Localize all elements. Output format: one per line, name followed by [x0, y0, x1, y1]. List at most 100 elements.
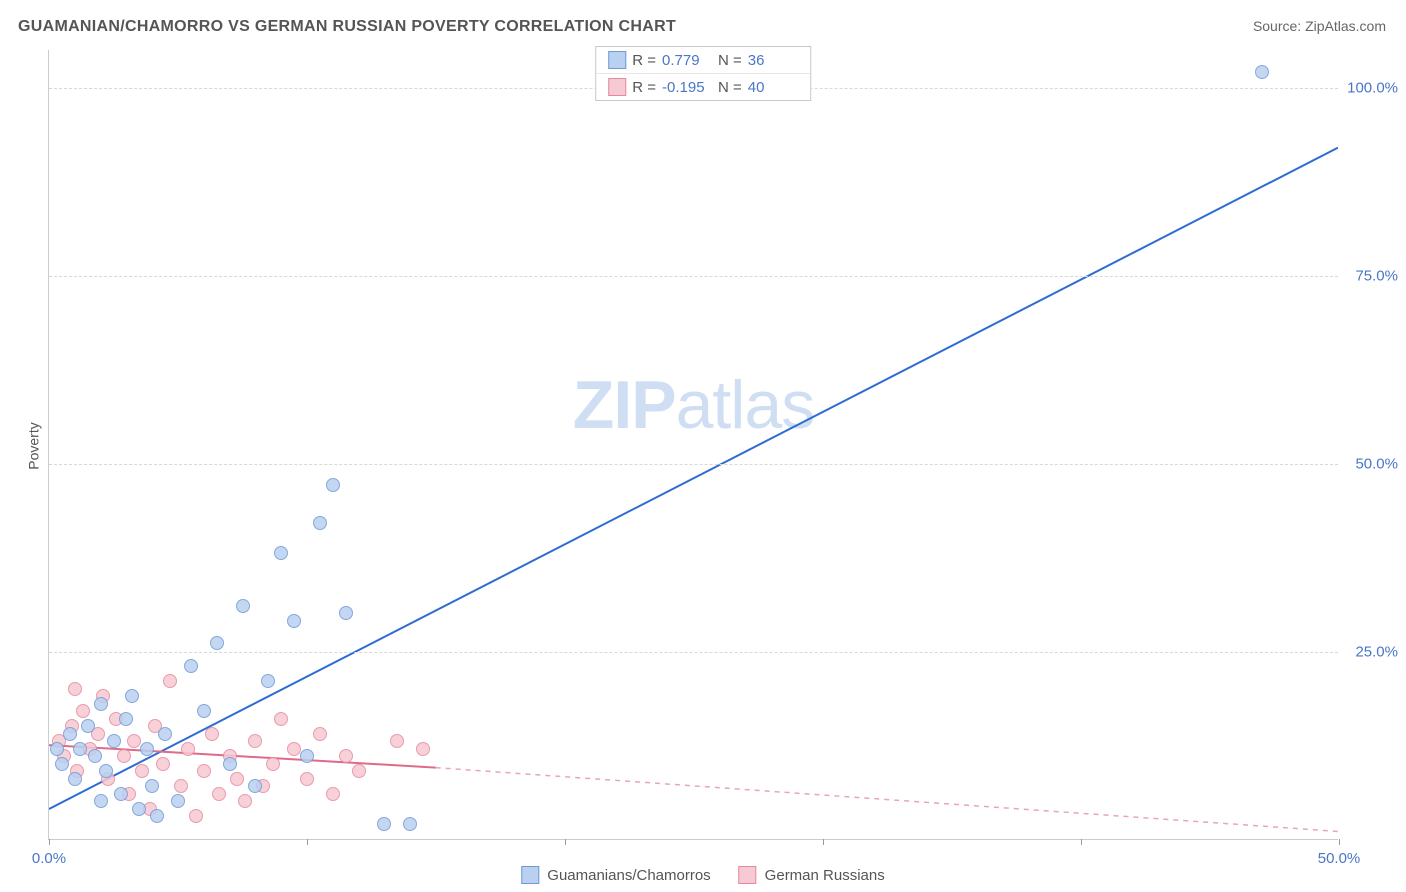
trend-line: [49, 148, 1338, 809]
legend-label-1: Guamanians/Chamorros: [547, 867, 710, 884]
source-attribution: Source: ZipAtlas.com: [1253, 18, 1386, 34]
scatter-point: [94, 794, 108, 808]
scatter-point: [68, 772, 82, 786]
scatter-point: [326, 478, 340, 492]
scatter-point: [212, 787, 226, 801]
scatter-point: [156, 757, 170, 771]
scatter-point: [197, 764, 211, 778]
scatter-point: [223, 757, 237, 771]
y-axis-label: Poverty: [26, 422, 42, 469]
scatter-point: [174, 779, 188, 793]
scatter-point: [230, 772, 244, 786]
scatter-point: [205, 727, 219, 741]
x-tick: [565, 839, 566, 845]
scatter-point: [377, 817, 391, 831]
scatter-point: [76, 704, 90, 718]
legend-swatch-2: [739, 866, 757, 884]
legend-stats-row-1: R = 0.779 N = 36: [596, 47, 810, 74]
scatter-point: [135, 764, 149, 778]
scatter-point: [171, 794, 185, 808]
x-tick-label: 50.0%: [1318, 850, 1361, 867]
scatter-point: [88, 749, 102, 763]
x-tick: [823, 839, 824, 845]
scatter-point: [107, 734, 121, 748]
legend-swatch-pink: [608, 78, 626, 96]
n-label: N =: [718, 52, 742, 69]
scatter-point: [140, 742, 154, 756]
scatter-point: [117, 749, 131, 763]
scatter-point: [114, 787, 128, 801]
scatter-point: [300, 772, 314, 786]
source-name: ZipAtlas.com: [1305, 18, 1386, 34]
scatter-point: [73, 742, 87, 756]
source-prefix: Source:: [1253, 18, 1305, 34]
scatter-point: [132, 802, 146, 816]
x-tick: [307, 839, 308, 845]
scatter-point: [287, 614, 301, 628]
y-tick-label: 75.0%: [1355, 267, 1398, 284]
legend-label-2: German Russians: [765, 867, 885, 884]
watermark-rest: atlas: [676, 367, 815, 443]
scatter-point: [300, 749, 314, 763]
scatter-point: [248, 734, 262, 748]
legend-swatch-blue: [608, 51, 626, 69]
scatter-point: [274, 712, 288, 726]
scatter-point: [184, 659, 198, 673]
scatter-point: [99, 764, 113, 778]
scatter-point: [274, 546, 288, 560]
n-value-2: 40: [748, 79, 798, 96]
scatter-point: [352, 764, 366, 778]
scatter-point: [248, 779, 262, 793]
scatter-point: [416, 742, 430, 756]
scatter-point: [125, 689, 139, 703]
r-label: R =: [632, 79, 656, 96]
trend-line: [436, 768, 1338, 832]
scatter-point: [68, 682, 82, 696]
chart-container: GUAMANIAN/CHAMORRO VS GERMAN RUSSIAN POV…: [0, 0, 1406, 892]
legend-stats-box: R = 0.779 N = 36 R = -0.195 N = 40: [595, 46, 811, 101]
scatter-point: [313, 727, 327, 741]
r-value-1: 0.779: [662, 52, 712, 69]
scatter-point: [339, 606, 353, 620]
x-tick-label: 0.0%: [32, 850, 66, 867]
y-tick-label: 100.0%: [1347, 79, 1398, 96]
scatter-point: [119, 712, 133, 726]
y-tick-label: 50.0%: [1355, 455, 1398, 472]
gridline: [49, 464, 1338, 465]
scatter-point: [150, 809, 164, 823]
scatter-point: [287, 742, 301, 756]
x-tick: [1081, 839, 1082, 845]
n-value-1: 36: [748, 52, 798, 69]
scatter-point: [266, 757, 280, 771]
scatter-point: [63, 727, 77, 741]
scatter-point: [390, 734, 404, 748]
scatter-point: [339, 749, 353, 763]
scatter-point: [181, 742, 195, 756]
scatter-point: [81, 719, 95, 733]
y-tick-label: 25.0%: [1355, 643, 1398, 660]
watermark-bold: ZIP: [573, 367, 676, 443]
scatter-point: [189, 809, 203, 823]
scatter-point: [163, 674, 177, 688]
scatter-point: [261, 674, 275, 688]
gridline: [49, 652, 1338, 653]
legend-swatch-1: [521, 866, 539, 884]
scatter-point: [197, 704, 211, 718]
gridline: [49, 276, 1338, 277]
scatter-point: [55, 757, 69, 771]
scatter-point: [326, 787, 340, 801]
scatter-point: [94, 697, 108, 711]
legend-item-1: Guamanians/Chamorros: [521, 866, 710, 884]
scatter-point: [313, 516, 327, 530]
scatter-point: [145, 779, 159, 793]
scatter-point: [1255, 65, 1269, 79]
trend-lines-layer: [49, 50, 1338, 839]
scatter-point: [238, 794, 252, 808]
scatter-point: [127, 734, 141, 748]
scatter-point: [210, 636, 224, 650]
x-tick: [1339, 839, 1340, 845]
chart-title: GUAMANIAN/CHAMORRO VS GERMAN RUSSIAN POV…: [18, 18, 676, 36]
r-value-2: -0.195: [662, 79, 712, 96]
scatter-point: [236, 599, 250, 613]
r-label: R =: [632, 52, 656, 69]
